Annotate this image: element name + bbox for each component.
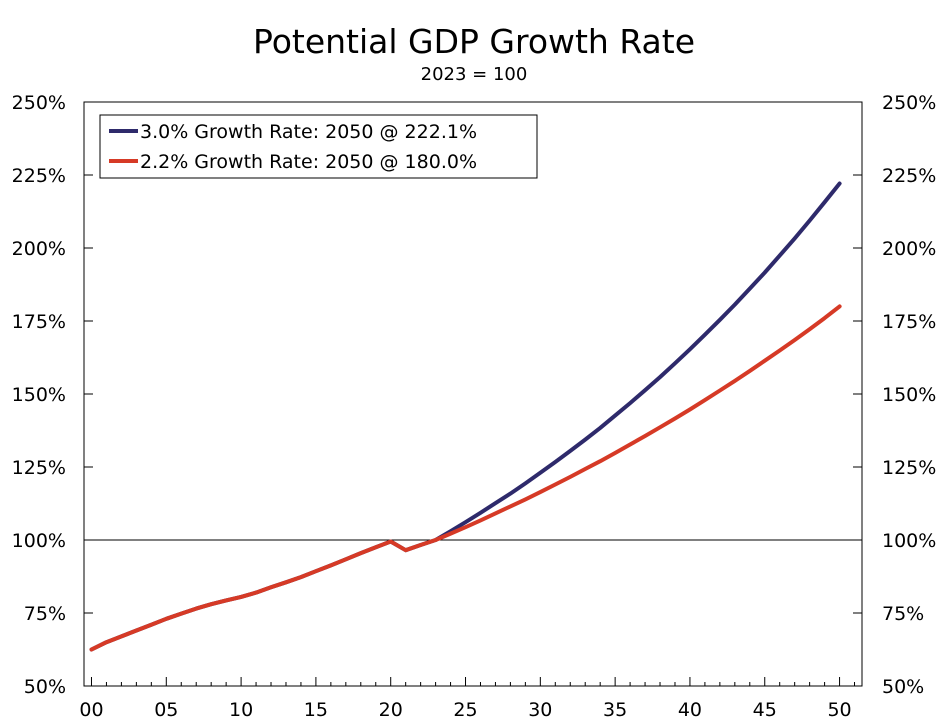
y-tick-label-right: 125% (882, 457, 936, 479)
y-tick-label-right: 250% (882, 92, 936, 114)
legend-label-0: 3.0% Growth Rate: 2050 @ 222.1% (140, 121, 477, 143)
series-line-0 (89, 181, 842, 652)
y-tick-label-right: 225% (882, 165, 936, 187)
legend-box (99, 114, 538, 179)
y-tick-label-left: 50% (24, 676, 66, 698)
legend-label-1: 2.2% Growth Rate: 2050 @ 180.0% (140, 151, 477, 173)
y-tick-label-left: 200% (12, 238, 66, 260)
y-tick-label-left: 175% (12, 311, 66, 333)
series-line-1 (89, 304, 842, 652)
y-tick-label-right: 175% (882, 311, 936, 333)
x-tick-label: 30 (528, 699, 552, 721)
chart-subtitle: 2023 = 100 (420, 64, 528, 85)
x-tick-label: 15 (304, 699, 328, 721)
series-lines (89, 181, 842, 652)
x-tick-label: 35 (603, 699, 627, 721)
plot-frame (83, 101, 863, 687)
y-tick-label-right: 150% (882, 384, 936, 406)
y-tick-label-left: 100% (12, 530, 66, 552)
x-tick-label: 20 (379, 699, 403, 721)
x-tick-label: 00 (79, 699, 103, 721)
x-tick-label: 25 (453, 699, 477, 721)
x-tick-label: 45 (753, 699, 777, 721)
y-tick-label-left: 225% (12, 165, 66, 187)
y-tick-label-right: 50% (882, 676, 924, 698)
y-tick-label-left: 250% (12, 92, 66, 114)
axes-group: 50% 50% 75% 75% 100% 100% 125% 125% 150% 150% 175%… (12, 92, 937, 721)
chart-title: Potential GDP Growth Rate (252, 22, 696, 61)
x-tick-label: 40 (678, 699, 702, 721)
y-tick-label-left: 75% (24, 603, 66, 625)
x-tick-label: 50 (827, 699, 851, 721)
y-tick-label-right: 75% (882, 603, 924, 625)
y-tick-label-right: 200% (882, 238, 936, 260)
y-tick-label-left: 125% (12, 457, 66, 479)
x-tick-label: 10 (229, 699, 253, 721)
y-tick-label-left: 150% (12, 384, 66, 406)
x-tick-label: 05 (154, 699, 178, 721)
y-tick-label-right: 100% (882, 530, 936, 552)
legend: 3.0% Growth Rate: 2050 @ 222.1% 2.2% Grow… (99, 114, 538, 179)
